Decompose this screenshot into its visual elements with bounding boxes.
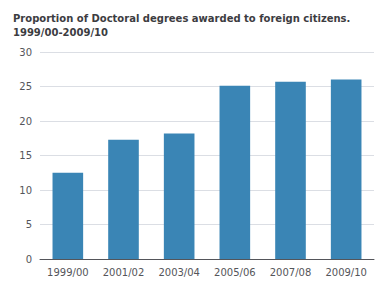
svg-text:15: 15 bbox=[19, 150, 32, 161]
svg-text:5: 5 bbox=[26, 219, 32, 230]
svg-text:0: 0 bbox=[26, 254, 32, 265]
svg-text:30: 30 bbox=[19, 47, 32, 58]
svg-text:2007/08: 2007/08 bbox=[270, 267, 312, 278]
svg-text:25: 25 bbox=[19, 81, 32, 92]
svg-text:Proportion of Doctoral degrees: Proportion of Doctoral degrees awarded t… bbox=[13, 13, 350, 24]
svg-text:20: 20 bbox=[19, 116, 32, 127]
svg-text:1999/00: 1999/00 bbox=[47, 267, 89, 278]
svg-text:2009/10: 2009/10 bbox=[325, 267, 367, 278]
svg-text:2001/02: 2001/02 bbox=[103, 267, 145, 278]
svg-text:2003/04: 2003/04 bbox=[158, 267, 200, 278]
svg-text:10: 10 bbox=[19, 185, 32, 196]
svg-text:2005/06: 2005/06 bbox=[214, 267, 256, 278]
svg-text:1999/00-2009/10: 1999/00-2009/10 bbox=[13, 27, 108, 38]
